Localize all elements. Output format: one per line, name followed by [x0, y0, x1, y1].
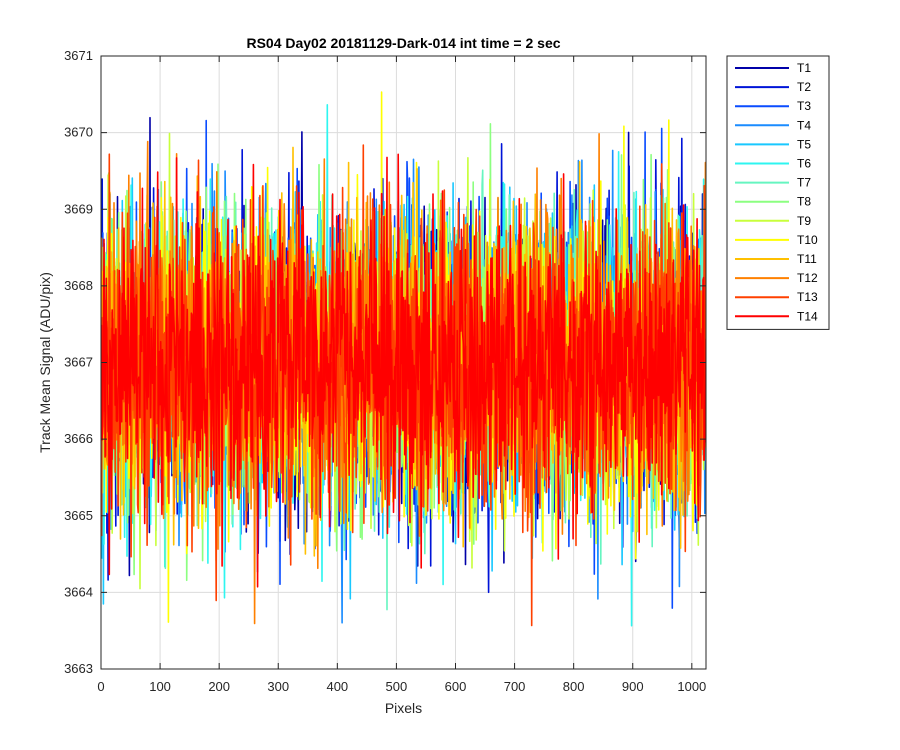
x-tick-label: 400 [326, 679, 348, 694]
y-tick-label: 3671 [64, 48, 93, 63]
x-tick-label: 1000 [677, 679, 706, 694]
legend-entry: T7 [797, 176, 811, 190]
legend-entry: T14 [797, 309, 818, 323]
y-axis: 3663 3664 3665 3666 3667 3668 3669 3670 3671 [64, 48, 706, 676]
legend-entry: T5 [797, 137, 811, 151]
series-line-t14 [101, 153, 706, 588]
chart-title: RS04 Day02 20181129-Dark-014 int time = … [246, 35, 560, 51]
legend-entry: T4 [797, 118, 811, 132]
y-tick-label: 3665 [64, 508, 93, 523]
legend-entry: T2 [797, 80, 811, 94]
y-tick-label: 3669 [64, 201, 93, 216]
legend-entry: T11 [797, 252, 817, 266]
y-axis-title: Track Mean Signal (ADU/pix) [37, 272, 53, 453]
y-tick-label: 3670 [64, 125, 93, 140]
series-lines [101, 91, 706, 627]
legend-entry: T9 [797, 214, 811, 228]
y-tick-label: 3668 [64, 278, 93, 293]
y-tick-label: 3664 [64, 584, 93, 599]
x-tick-label: 700 [504, 679, 526, 694]
y-tick-label: 3666 [64, 431, 93, 446]
legend-entry: T3 [797, 99, 811, 113]
x-tick-label: 800 [563, 679, 585, 694]
legend-entry: T6 [797, 157, 811, 171]
x-tick-label: 500 [386, 679, 408, 694]
legend-entry: T10 [797, 233, 818, 247]
legend-entry: T1 [797, 61, 811, 75]
x-tick-label: 100 [149, 679, 171, 694]
x-axis: 0 100 200 300 400 500 600 700 800 900 1000 [97, 56, 706, 694]
x-axis-title: Pixels [385, 700, 422, 716]
y-tick-label: 3663 [64, 661, 93, 676]
x-tick-label: 900 [622, 679, 644, 694]
legend-box [726, 55, 830, 330]
x-tick-label: 600 [445, 679, 467, 694]
legend-entry: T8 [797, 195, 811, 209]
y-tick-label: 3667 [64, 355, 93, 370]
x-tick-label: 200 [208, 679, 230, 694]
legend-entry: T12 [797, 271, 818, 285]
x-tick-label: 0 [97, 679, 104, 694]
legend-entry: T13 [797, 290, 818, 304]
legend: T1 T2 T3 T4 T5 T6 T7 T8 T9 T10 T11 T12 T13 T14 [726, 55, 830, 330]
x-tick-label: 300 [267, 679, 289, 694]
